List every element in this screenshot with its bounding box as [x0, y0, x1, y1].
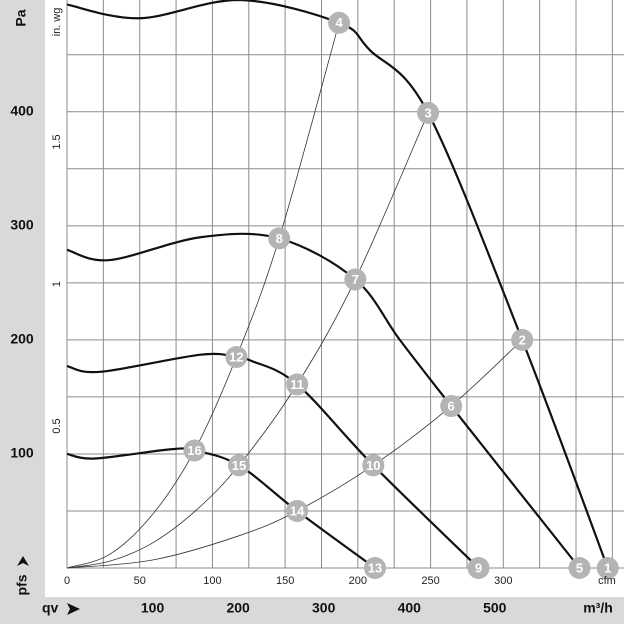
x-label: qv	[42, 600, 59, 616]
point-label: 14	[290, 503, 305, 518]
point-label: 4	[335, 15, 343, 30]
y2-tick-label: 1	[51, 281, 63, 287]
grid	[66, 0, 624, 569]
y2-tick-label: 1.5	[51, 134, 63, 149]
operating-point	[344, 268, 367, 291]
x-tick-label: 300	[312, 600, 336, 616]
point-label: 8	[276, 231, 283, 246]
x-tick-label: 200	[226, 600, 250, 616]
point-label: 7	[352, 272, 359, 287]
operating-point	[286, 499, 309, 522]
x2-tick-label: 0	[64, 575, 70, 587]
y-axis-note: pfs	[14, 574, 30, 595]
operating-point	[362, 454, 385, 477]
x2-tick-label: 300	[494, 575, 512, 587]
point-label: 15	[232, 458, 246, 473]
y-label: Pa	[13, 9, 29, 26]
point-label: 6	[448, 398, 455, 413]
y-tick-label: 100	[10, 445, 34, 461]
point-label: 11	[290, 377, 304, 392]
point-label: 16	[187, 443, 201, 458]
y2-unit: in. wg	[51, 8, 63, 37]
point-label: 2	[519, 332, 526, 347]
operating-point	[227, 454, 250, 477]
operating-point	[268, 227, 291, 250]
operating-point	[440, 395, 463, 418]
curve	[66, 232, 581, 569]
point-label: 3	[424, 105, 431, 120]
point-label: 9	[475, 560, 482, 575]
operating-point	[467, 557, 490, 579]
y-tick-label: 400	[10, 102, 34, 118]
operating-point	[225, 345, 248, 368]
y-tick-label: 200	[10, 331, 34, 347]
point-label: 10	[366, 458, 380, 473]
arrow	[67, 603, 80, 615]
operating-point	[568, 557, 591, 579]
x-tick-label: 500	[483, 600, 507, 616]
curve	[66, 0, 609, 569]
x2-tick-label: 200	[349, 575, 367, 587]
operating-point	[511, 328, 534, 351]
x2-tick-label: 50	[134, 575, 146, 587]
arrow	[17, 556, 29, 566]
operating-point	[286, 373, 309, 396]
bottom-band	[0, 597, 624, 624]
point-label: 12	[229, 349, 243, 364]
x2-unit: cfm	[598, 575, 616, 587]
operating-point	[183, 439, 206, 462]
left-band	[0, 0, 45, 624]
x-tick-label: 400	[398, 600, 422, 616]
curve	[66, 22, 340, 569]
point-label: 1	[604, 560, 611, 575]
x2-tick-label: 250	[421, 575, 439, 587]
operating-point	[596, 557, 619, 579]
x-tick-label: 100	[141, 600, 165, 616]
y-tick-label: 300	[10, 217, 34, 233]
x2-tick-label: 150	[276, 575, 294, 587]
x-unit: m³/h	[583, 600, 613, 616]
x2-tick-label: 100	[203, 575, 221, 587]
point-label: 13	[368, 560, 382, 575]
operating-point	[417, 101, 440, 124]
y2-tick-label: 0.5	[51, 418, 63, 433]
operating-point	[364, 557, 387, 579]
operating-point	[328, 11, 351, 34]
point-label: 5	[576, 560, 583, 575]
